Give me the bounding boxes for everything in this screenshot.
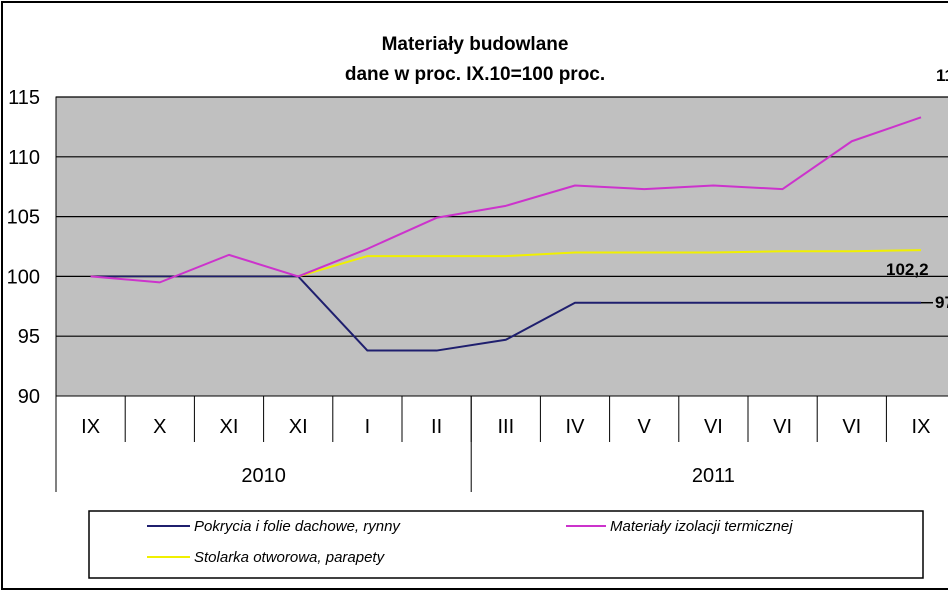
legend-label-izolacja: Materiały izolacji termicznej [610,518,793,535]
year-label-2011: 2011 [692,465,735,487]
legend-box [88,510,924,579]
legend: Pokrycia i folie dachowe, rynny Materiał… [88,510,924,579]
x-tick-label-7: IV [566,416,586,438]
y-tick-label-105: 105 [7,207,40,229]
x-tick-label-0: IX [81,416,100,438]
x-tick-label-8: V [638,416,652,438]
y-tick-label-95: 95 [18,326,40,348]
y-axis-ticks: 90 95 100 105 110 115 [7,87,40,408]
y-tick-label-100: 100 [7,266,40,288]
x-tick-label-12: IX [912,416,931,438]
end-label-1: 113, [936,66,948,85]
x-tick-label-2: XI [220,416,239,438]
series-line-1 [90,116,922,284]
legend-label-pokrycia: Pokrycia i folie dachowe, rynny [194,518,401,535]
x-tick-label-10: VI [773,416,792,438]
y-tick-label-115: 115 [8,87,40,109]
x-tick-label-5: II [431,416,442,438]
end-label-2: 102,2 [886,260,929,279]
x-tick-label-1: X [153,416,166,438]
y-tick-label-90: 90 [18,386,40,408]
series-line-0 [90,275,921,352]
x-tick-label-4: I [365,416,371,438]
year-label-2010: 2010 [241,465,286,487]
legend-label-stolarka: Stolarka otworowa, parapety [194,549,386,566]
x-tick-label-6: III [497,416,514,438]
y-tick-label-110: 110 [8,147,40,169]
series-lines [90,116,922,352]
x-tick-label-11: VI [842,416,861,438]
x-tick-label-9: VI [704,416,723,438]
plot-area [55,96,948,397]
x-tick-label-3: XI [289,416,308,438]
chart-title: Materiały budowlane [382,34,569,55]
chart-subtitle: dane w proc. IX.10=100 proc. [345,64,605,85]
end-labels: 113, 102,2 97, [886,66,948,312]
end-label-0: 97, [935,293,948,312]
